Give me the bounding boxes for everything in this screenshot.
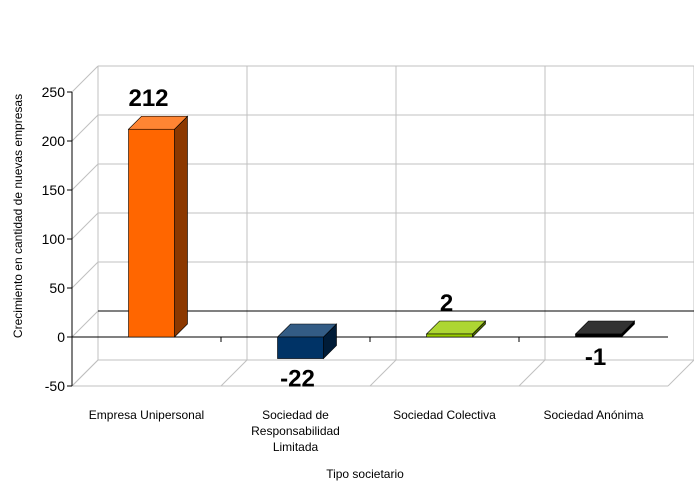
bar-side	[174, 115, 188, 338]
y-tick-label: 150	[42, 182, 66, 198]
bar	[425, 320, 487, 338]
side-gridline	[71, 310, 99, 338]
x-axis-title: Tipo societario	[326, 467, 404, 481]
category-label-line: Limitada	[273, 440, 319, 454]
category-label: Empresa Unipersonal	[89, 408, 204, 422]
side-gridline	[71, 261, 99, 289]
category-label-line: Responsabilidad	[251, 424, 340, 438]
category-label-line: Sociedad Colectiva	[393, 408, 496, 422]
bar-front	[128, 128, 175, 338]
data-label: 212	[128, 85, 168, 112]
y-tick-label: 0	[57, 329, 65, 345]
floor-line	[71, 359, 99, 387]
data-labels: 212 -22 2 -1	[128, 85, 606, 392]
side-gridline	[71, 65, 99, 93]
y-tick-label: 250	[42, 84, 66, 100]
side-gridline	[71, 114, 99, 142]
side-gridline	[71, 212, 99, 240]
chart-walls	[71, 65, 694, 387]
bar-front	[277, 336, 324, 359]
floor-line	[220, 359, 248, 387]
category-label-line: Empresa Unipersonal	[89, 408, 204, 422]
bar-front	[575, 333, 622, 338]
category-label: Sociedad de Responsabilidad Limitada	[251, 408, 340, 454]
bar	[127, 115, 189, 338]
y-axis-title: Crecimiento en cantidad de nuevas empres…	[11, 94, 25, 338]
category-label: Sociedad Anónima	[543, 408, 643, 422]
y-tick-label: 50	[49, 280, 65, 296]
bars	[127, 115, 636, 360]
y-tick-label: 100	[42, 231, 66, 247]
data-label: -22	[280, 366, 315, 393]
category-label-line: Sociedad de	[262, 408, 329, 422]
side-gridline	[71, 163, 99, 191]
bar	[276, 323, 338, 360]
x-axis: Empresa Unipersonal Sociedad de Responsabi…	[89, 408, 644, 454]
floor-line	[667, 359, 694, 387]
data-label: -1	[585, 344, 606, 371]
y-tick-label: 200	[42, 133, 66, 149]
y-tick-label: -50	[45, 378, 65, 394]
category-label: Sociedad Colectiva	[393, 408, 496, 422]
bar	[574, 320, 636, 338]
bar-front	[426, 333, 473, 338]
floor-line	[369, 359, 397, 387]
category-label-line: Sociedad Anónima	[543, 408, 643, 422]
data-label: 2	[440, 290, 453, 317]
floor-line	[518, 359, 546, 387]
